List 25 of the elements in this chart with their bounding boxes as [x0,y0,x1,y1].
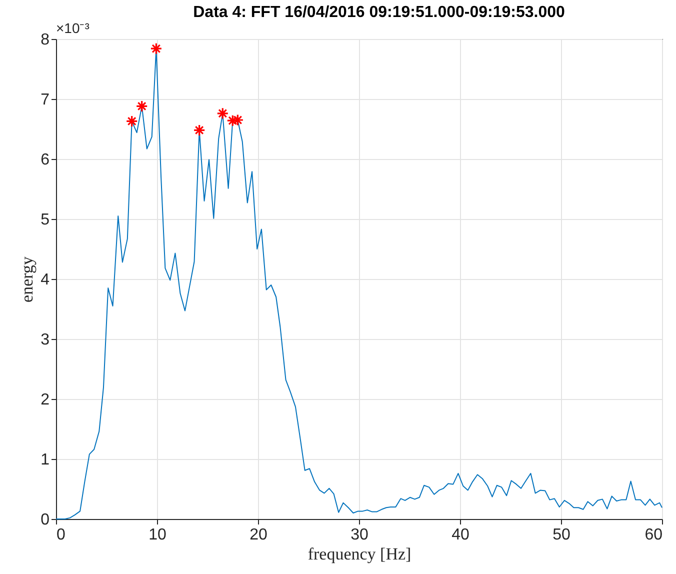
point [150,42,162,55]
y-tick-label: 4 [40,272,50,288]
y-tick-label: 7 [40,92,50,108]
y-tick-label: 8 [40,32,50,48]
x-tick-label: 30 [350,526,368,544]
x-tick-label: 60 [644,526,663,544]
text: ×10⁻³ [56,20,90,36]
x-tick-label: 0 [56,526,66,544]
y-tick-label: 1 [40,452,50,468]
point [136,100,148,112]
y-tick-label: 0 [40,512,50,528]
point [216,107,229,120]
x-tick-label: 40 [452,526,470,544]
x-axis-title: frequency [Hz] [308,544,412,564]
y-tick-label: 5 [40,212,50,228]
chart-title: Data 4: FFT 16/04/2016 09:19:51.000-09:19:53.000 [193,4,565,21]
y-axis-title: energy [18,256,37,302]
x-tick-label: 10 [148,526,166,544]
y-tick-label: 3 [40,332,50,348]
x-tick-label: 20 [250,526,268,544]
point [126,115,138,128]
point [193,124,206,136]
y-tick-label: 6 [40,152,50,168]
x-tick-label: 50 [552,526,570,544]
y-tick-label: 2 [40,392,50,408]
